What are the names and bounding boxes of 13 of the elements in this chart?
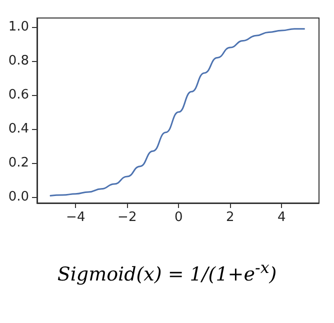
x-tick-label: 0	[174, 210, 183, 225]
text: Sigmoid(x) = 1/(1+e$^{-x}$)	[56, 258, 278, 286]
y-tick-label: 0.0	[8, 189, 29, 204]
y-tick-label: 0.6	[8, 88, 29, 103]
y-tick-label: 1.0	[8, 20, 29, 35]
y-tick-label: 0.4	[8, 122, 29, 136]
x-tick-label: 4	[278, 210, 286, 225]
y-tick-label: 0.2	[8, 155, 29, 170]
x-tick-label: −2	[118, 210, 137, 225]
line-series	[49, 28, 306, 196]
x-tick-label: −4	[66, 210, 86, 225]
x-tick-label: 2	[226, 210, 234, 225]
y-tick-label: 0.8	[8, 54, 29, 69]
